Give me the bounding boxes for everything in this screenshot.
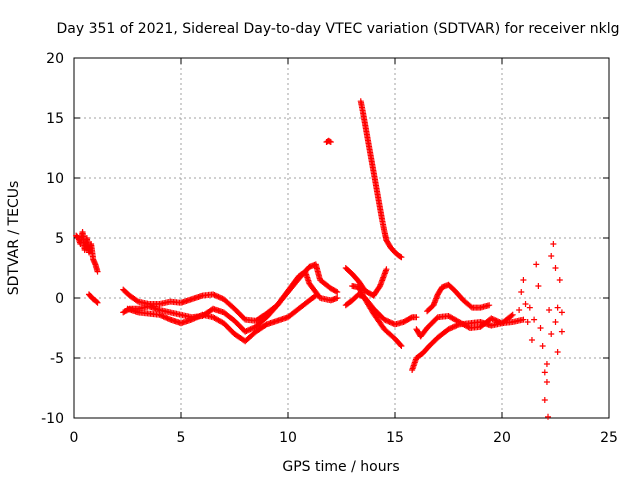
- x-tick-label: 10: [279, 430, 297, 446]
- data-point: [558, 328, 565, 335]
- data-point: [541, 397, 548, 403]
- gridlines: [74, 58, 609, 418]
- y-axis-label: SDTVAR / TECUs: [6, 181, 22, 296]
- data-point: [93, 299, 100, 305]
- x-tick-label: 5: [177, 430, 186, 446]
- data-point: [531, 316, 538, 323]
- data-point: [539, 343, 546, 349]
- data-point: [508, 312, 515, 319]
- y-tick-label: 5: [55, 231, 64, 247]
- data-point: [398, 343, 405, 349]
- data-point: [133, 297, 140, 304]
- data-point: [311, 293, 318, 300]
- data-point: [545, 413, 552, 420]
- data-point: [552, 319, 559, 325]
- x-tick-label: 15: [386, 430, 404, 446]
- x-tick-label: 20: [493, 430, 511, 446]
- data-point: [522, 301, 529, 307]
- y-tick-label: -10: [41, 411, 64, 427]
- chart-title: Day 351 of 2021, Sidereal Day-to-day VTE…: [57, 21, 620, 37]
- data-point: [537, 325, 544, 331]
- data-point: [334, 295, 341, 301]
- data-point: [554, 349, 561, 355]
- data-point: [543, 361, 550, 367]
- data-point: [548, 253, 555, 259]
- data-point: [556, 277, 563, 283]
- data-point: [552, 265, 559, 271]
- data-point: [397, 341, 404, 348]
- data-point: [541, 369, 548, 376]
- data-point: [554, 304, 561, 311]
- x-axis-label: GPS time / hours: [282, 459, 399, 475]
- y-tick-label: -5: [50, 351, 64, 367]
- data-point: [334, 289, 341, 295]
- data-point: [509, 311, 516, 318]
- data-point: [550, 241, 557, 247]
- data-point: [518, 289, 525, 295]
- data-point: [332, 288, 339, 295]
- data-point: [486, 302, 493, 309]
- y-tick-label: 20: [46, 51, 64, 67]
- data-point: [398, 254, 405, 261]
- data-point: [407, 314, 414, 321]
- data-point: [520, 316, 527, 323]
- data-point: [548, 331, 555, 337]
- data-point: [94, 299, 101, 306]
- data-point: [535, 283, 542, 289]
- data-point: [543, 379, 550, 385]
- y-tick-label: 10: [46, 171, 64, 187]
- data-point: [533, 261, 540, 268]
- data-points: [73, 98, 565, 420]
- data-point: [383, 266, 390, 273]
- x-tick-label: 0: [70, 430, 79, 446]
- data-point: [467, 303, 474, 310]
- y-tick-label: 0: [55, 291, 64, 307]
- y-tick-label: 15: [46, 111, 64, 127]
- data-point: [524, 319, 531, 325]
- data-point: [94, 268, 101, 275]
- data-point: [327, 139, 334, 145]
- data-point: [520, 277, 527, 283]
- x-tick-label: 25: [600, 430, 618, 446]
- data-point: [516, 307, 523, 313]
- data-point: [413, 314, 420, 321]
- data-point: [558, 309, 565, 316]
- axes: 0 5 10 15 20 25 -10 -5 0 5 10 15 20: [41, 51, 618, 446]
- data-point: [312, 292, 319, 299]
- data-point: [526, 304, 533, 311]
- data-point: [528, 337, 535, 343]
- data-point: [546, 307, 553, 313]
